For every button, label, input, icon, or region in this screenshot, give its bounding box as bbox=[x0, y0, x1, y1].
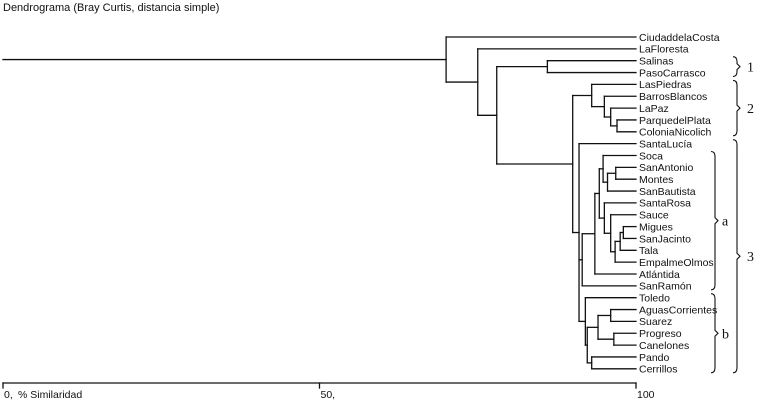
x-axis-label: % Similaridad bbox=[18, 389, 82, 401]
leaf-label: Tala bbox=[639, 245, 658, 257]
group-bracket bbox=[732, 56, 741, 78]
group-bracket bbox=[732, 139, 741, 374]
leaf-label: SanBautista bbox=[639, 186, 696, 198]
leaf-label: ColoniaNicolich bbox=[639, 127, 712, 139]
leaf-label: SantaLucía bbox=[639, 138, 692, 150]
group-label: a bbox=[722, 215, 729, 230]
leaf-label: Progreso bbox=[639, 328, 682, 340]
leaf-label: Salinas bbox=[639, 56, 673, 68]
leaf-label: Sauce bbox=[639, 210, 669, 222]
chart-title: Dendrograma (Bray Curtis, distancia simp… bbox=[3, 2, 220, 14]
leaf-label: Soca bbox=[639, 150, 663, 162]
group-label: 3 bbox=[747, 250, 754, 265]
leaf-label: Atlántida bbox=[639, 269, 680, 281]
group-label: 1 bbox=[747, 61, 754, 76]
x-tick-label: 50, bbox=[321, 389, 336, 401]
leaf-label: PasoCarrasco bbox=[639, 67, 706, 79]
leaf-label: Suarez bbox=[639, 316, 672, 328]
leaf-label: Toledo bbox=[639, 293, 670, 305]
leaf-label: EmpalmeOlmos bbox=[639, 257, 714, 269]
x-tick-label: 0, bbox=[4, 389, 13, 401]
leaf-label: ParquedelPlata bbox=[639, 115, 711, 127]
group-label: b bbox=[722, 327, 729, 342]
leaf-label: LaFloresta bbox=[639, 44, 689, 56]
leaf-label: AguasCorrientes bbox=[639, 304, 717, 316]
leaf-label: SanRamón bbox=[639, 281, 692, 293]
leaf-label: Migues bbox=[639, 221, 673, 233]
leaf-label: Pando bbox=[639, 352, 670, 364]
leaf-label: SanJacinto bbox=[639, 233, 691, 245]
leaf-label: CiudaddelaCosta bbox=[639, 32, 720, 44]
leaf-label: SanAntonio bbox=[639, 162, 693, 174]
group-bracket bbox=[710, 293, 719, 374]
leaf-label: BarrosBlancos bbox=[639, 91, 707, 103]
group-label: 2 bbox=[747, 102, 754, 117]
leaf-label: Montes bbox=[639, 174, 673, 186]
leaf-label: LaPaz bbox=[639, 103, 669, 115]
group-bracket bbox=[710, 150, 719, 291]
group-bracket bbox=[732, 79, 741, 137]
leaf-label: LasPiedras bbox=[639, 79, 692, 91]
leaf-label: Cerrillos bbox=[639, 364, 678, 376]
leaf-label: SantaRosa bbox=[639, 198, 691, 210]
x-tick-label: 100 bbox=[637, 389, 655, 401]
leaf-label: Canelones bbox=[639, 340, 689, 352]
